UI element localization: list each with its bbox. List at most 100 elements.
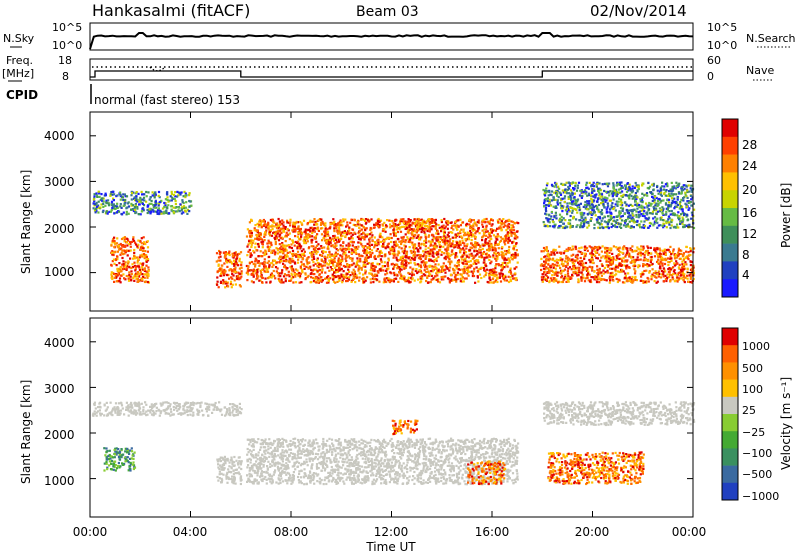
heatmap-cell <box>485 231 487 233</box>
heatmap-cell <box>154 204 156 206</box>
heatmap-cell <box>220 273 222 275</box>
heatmap-cell <box>566 182 568 184</box>
heatmap-cell <box>233 260 235 262</box>
heatmap-cell <box>372 281 374 283</box>
heatmap-cell <box>686 275 688 277</box>
heatmap-cell <box>510 224 512 226</box>
heatmap-cell <box>670 268 672 270</box>
heatmap-cell <box>268 249 270 251</box>
heatmap-cell <box>294 226 296 228</box>
heatmap-cell <box>459 219 461 221</box>
nave-dip <box>150 67 164 71</box>
heatmap-cell <box>305 235 307 237</box>
heatmap-cell <box>569 266 571 268</box>
heatmap-cell <box>629 280 631 282</box>
heatmap-cell <box>377 225 379 227</box>
heatmap-cell <box>343 232 345 234</box>
heatmap-cell <box>365 252 367 254</box>
heatmap-cell <box>417 250 419 252</box>
heatmap-cell <box>316 259 318 261</box>
heatmap-cell <box>339 254 341 256</box>
heatmap-cell <box>120 203 122 205</box>
heatmap-cell <box>669 251 671 253</box>
heatmap-cell <box>480 267 482 269</box>
heatmap-cell <box>241 261 243 263</box>
heatmap-cell <box>274 237 276 239</box>
heatmap-cell <box>303 255 305 257</box>
heatmap-cell <box>435 267 437 269</box>
heatmap-cell <box>113 263 115 265</box>
heatmap-cell <box>584 248 586 250</box>
heatmap-cell <box>313 264 315 266</box>
heatmap-cell <box>454 221 456 223</box>
heatmap-cell <box>404 248 406 250</box>
heatmap-cell <box>665 280 667 282</box>
heatmap-cell <box>441 239 443 241</box>
heatmap-cell <box>355 264 357 266</box>
heatmap-cell <box>420 236 422 238</box>
heatmap-cell <box>611 268 613 270</box>
heatmap-cell <box>110 211 112 213</box>
heatmap-cell <box>387 237 389 239</box>
heatmap-cell <box>372 275 374 277</box>
heatmap-cell <box>276 227 278 229</box>
heatmap-cell <box>353 277 355 279</box>
heatmap-cell <box>123 263 125 265</box>
heatmap-cell <box>592 259 594 261</box>
heatmap-cell <box>376 250 378 252</box>
heatmap-cell <box>590 276 592 278</box>
heatmap-cell <box>234 267 236 269</box>
heatmap-cell <box>474 244 476 246</box>
heatmap-cell <box>270 252 272 254</box>
heatmap-cell <box>218 286 220 288</box>
heatmap-cell <box>460 280 462 282</box>
heatmap-cell <box>551 251 553 253</box>
heatmap-cell <box>587 277 589 279</box>
heatmap-cell <box>152 211 154 213</box>
heatmap-cell <box>469 249 471 251</box>
heatmap-cell <box>362 237 364 239</box>
heatmap-cell <box>486 249 488 251</box>
heatmap-cell <box>656 247 658 249</box>
heatmap-cell <box>651 276 653 278</box>
heatmap-cell <box>119 277 121 279</box>
heatmap-cell <box>682 276 684 278</box>
heatmap-cell <box>672 266 674 268</box>
heatmap-cell <box>598 281 600 283</box>
heatmap-cell <box>422 255 424 257</box>
heatmap-cell <box>398 266 400 268</box>
heatmap-cell <box>505 253 507 255</box>
heatmap-cell <box>171 209 173 211</box>
heatmap-cell <box>237 275 239 277</box>
heatmap-cell <box>607 185 609 187</box>
heatmap-cell <box>370 263 372 265</box>
heatmap-cell <box>117 274 119 276</box>
heatmap-cell <box>449 240 451 242</box>
heatmap-cell <box>131 241 133 243</box>
heatmap-cell <box>432 268 434 270</box>
heatmap-cell <box>644 252 646 254</box>
heatmap-cell <box>327 246 329 248</box>
heatmap-cell <box>447 244 449 246</box>
heatmap-cell <box>355 252 357 254</box>
heatmap-cell <box>397 281 399 283</box>
heatmap-cell <box>341 256 343 258</box>
heatmap-cell <box>127 254 129 256</box>
heatmap-cell <box>503 226 505 228</box>
heatmap-cell <box>297 228 299 230</box>
heatmap-cell <box>349 222 351 224</box>
heatmap-cell <box>581 280 583 282</box>
heatmap-cell <box>492 230 494 232</box>
heatmap-cell <box>270 281 272 283</box>
heatmap-cell <box>283 229 285 231</box>
heatmap-cell <box>272 259 274 261</box>
heatmap-cell <box>487 281 489 283</box>
heatmap-cell <box>145 280 147 282</box>
heatmap-cell <box>601 278 603 280</box>
heatmap-cell <box>433 256 435 258</box>
heatmap-cell <box>434 263 436 265</box>
heatmap-cell <box>113 237 115 239</box>
heatmap-cell <box>586 274 588 276</box>
heatmap-cell <box>455 252 457 254</box>
heatmap-cell <box>659 252 661 254</box>
